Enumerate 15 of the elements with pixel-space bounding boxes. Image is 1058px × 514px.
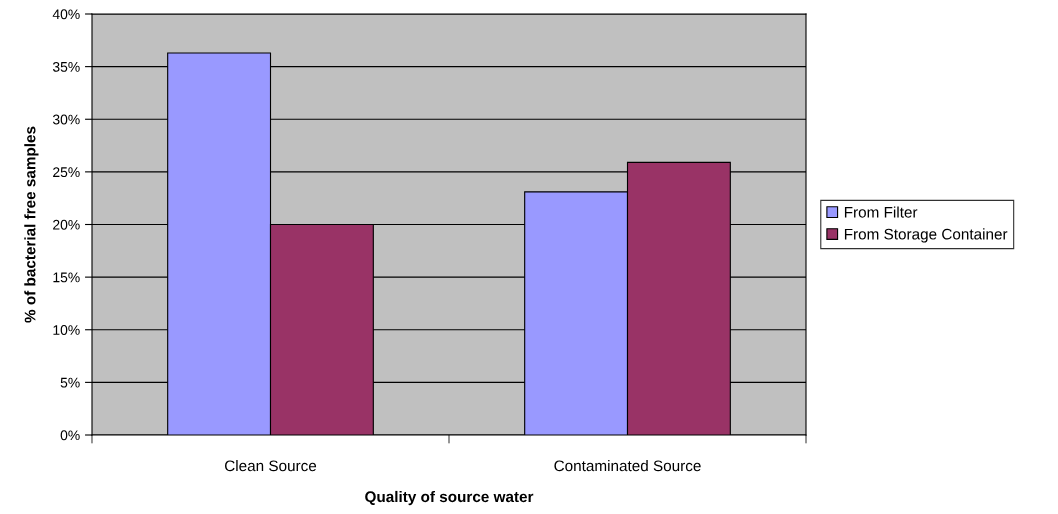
y-tick-label: 40% bbox=[52, 9, 80, 20]
x-axis-title: Quality of source water bbox=[365, 490, 534, 506]
x-tick-label: Clean Source bbox=[224, 460, 317, 472]
y-tick-label: 5% bbox=[60, 377, 80, 388]
y-tick-label: 35% bbox=[52, 61, 80, 72]
legend-label: From Storage Container bbox=[844, 228, 1008, 243]
y-tick-label: 20% bbox=[53, 219, 80, 230]
y-tick-label: 30% bbox=[52, 114, 80, 125]
y-tick-label: 10% bbox=[53, 325, 80, 335]
y-axis-title: % of bacterial free samples bbox=[24, 126, 39, 323]
y-tick-label: 25% bbox=[53, 167, 80, 178]
x-tick-label: Contaminated Source bbox=[554, 460, 701, 472]
y-tick-label: 0% bbox=[60, 430, 80, 441]
y-tick-label: 15% bbox=[53, 272, 80, 283]
legend-label: From Filter bbox=[844, 206, 918, 218]
